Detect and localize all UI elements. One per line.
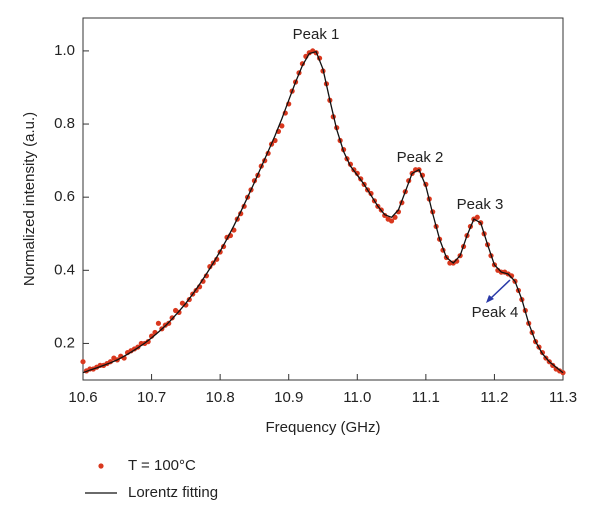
x-tick-label: 10.9 (274, 389, 303, 406)
x-tick-label: 11.1 (412, 389, 440, 406)
fit-line (82, 50, 564, 374)
x-axis-label: Frequency (GHz) (265, 419, 380, 436)
data-point (279, 123, 285, 129)
data-point (80, 359, 86, 365)
y-tick-label: 0.2 (54, 334, 75, 351)
y-tick-label: 0.4 (54, 261, 75, 278)
annotation: Peak 4 (472, 304, 519, 321)
data-point (354, 170, 360, 177)
data-point (203, 273, 210, 279)
y-tick-label: 1.0 (54, 42, 75, 59)
peak-arrowhead (486, 295, 494, 303)
data-point (382, 212, 388, 219)
x-tick-label: 10.8 (206, 389, 235, 406)
annotation: Peak 1 (293, 26, 340, 43)
x-tick-label: 10.6 (68, 389, 97, 406)
data-point (388, 218, 395, 224)
y-tick-label: 0.8 (54, 115, 75, 132)
y-axis-label: Normalized intensity (a.u.) (21, 112, 38, 286)
annotation: Peak 3 (457, 196, 504, 213)
x-tick-label: 10.7 (137, 389, 166, 406)
peak-arrow (489, 279, 511, 300)
annotation: Peak 2 (397, 149, 444, 166)
y-tick-label: 0.6 (54, 188, 75, 205)
x-tick-label: 11.2 (480, 389, 508, 406)
data-point (183, 302, 189, 308)
legend-marker (98, 463, 104, 469)
x-tick-label: 11.0 (343, 389, 371, 406)
data-point (474, 214, 480, 220)
data-point (155, 320, 162, 326)
x-tick-label: 11.3 (549, 389, 577, 406)
legend-label: T = 100°C (128, 457, 196, 474)
legend-label: Lorentz fitting (128, 484, 218, 501)
plot-frame (82, 17, 564, 381)
